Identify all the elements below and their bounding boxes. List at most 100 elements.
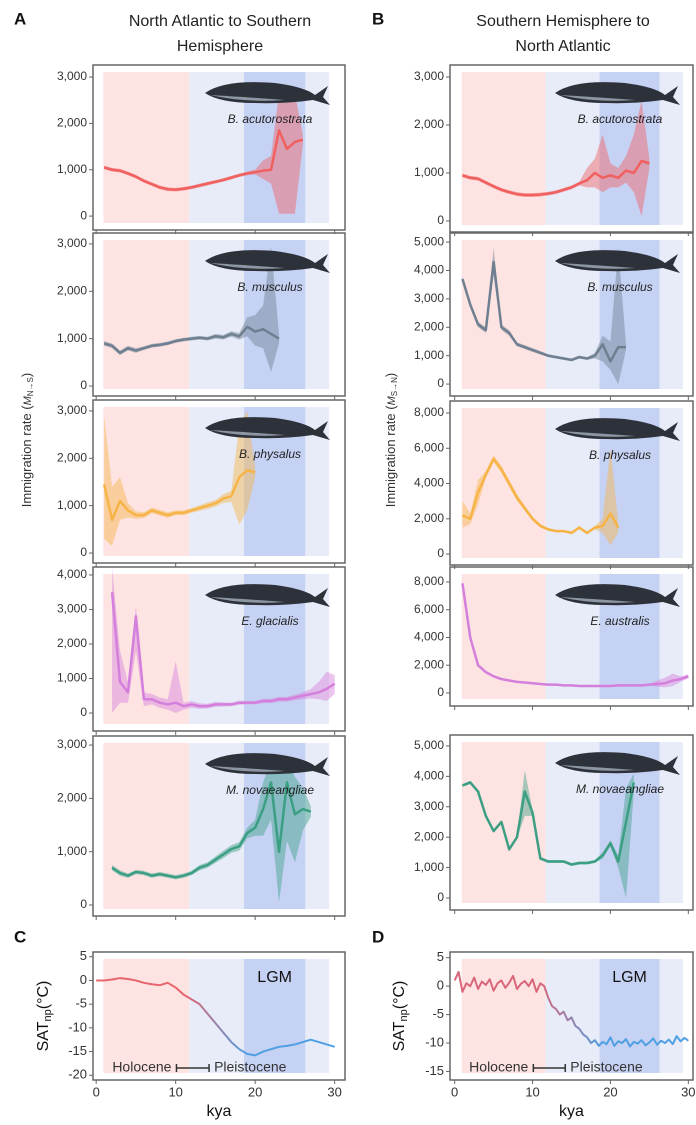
y-tick-label: 4,000 bbox=[414, 476, 444, 490]
y-tick-label: -15 bbox=[68, 1043, 87, 1058]
y-tick-label: 4,000 bbox=[414, 263, 444, 277]
y-tick-label: 1,000 bbox=[57, 331, 87, 345]
confidence-band bbox=[462, 100, 650, 217]
plot-frame bbox=[92, 951, 346, 1081]
y-tick-label: 3,000 bbox=[57, 602, 87, 616]
species-label: B. musculus bbox=[587, 280, 652, 294]
plot-frame bbox=[92, 566, 346, 732]
period-band bbox=[599, 959, 660, 1073]
confidence-band bbox=[104, 410, 256, 546]
y-tick-label: 2,000 bbox=[57, 791, 87, 805]
y-tick-label: 3,000 bbox=[414, 799, 444, 813]
y-tick-label: 2,000 bbox=[414, 319, 444, 333]
species-label: M. novaeangliae bbox=[576, 782, 664, 796]
period-label: Pleistocene bbox=[214, 1059, 287, 1075]
y-tick-label: 5,000 bbox=[414, 234, 444, 248]
plot-frame bbox=[449, 951, 694, 1081]
y-axis-label: SATnp(°C) bbox=[35, 981, 54, 1052]
whale-illustration bbox=[560, 597, 635, 603]
y-tick-label: 2,000 bbox=[57, 283, 87, 297]
period-band bbox=[461, 408, 546, 558]
whale-illustration bbox=[210, 95, 285, 101]
x-tick-label: 30 bbox=[681, 1084, 695, 1099]
y-tick-label: 1,000 bbox=[57, 844, 87, 858]
y-tick-label: 8,000 bbox=[414, 574, 444, 588]
x-tick-label: 20 bbox=[603, 1084, 617, 1099]
x-axis-label: kya bbox=[207, 1103, 232, 1120]
whale-illustration bbox=[560, 95, 635, 101]
y-axis-label-part: N→S bbox=[26, 377, 35, 396]
plot-frame bbox=[92, 399, 346, 564]
plot-frame bbox=[92, 735, 346, 917]
x-tick-label: 10 bbox=[525, 1084, 539, 1099]
panel-label: D bbox=[372, 927, 384, 946]
plot-frame bbox=[449, 566, 694, 707]
period-band bbox=[461, 959, 546, 1073]
y-tick-label: 2,000 bbox=[414, 117, 444, 131]
series-line bbox=[462, 781, 636, 866]
y-tick-label: 0 bbox=[80, 378, 87, 392]
plot-frame bbox=[449, 734, 694, 911]
species-label: M. novaeangliae bbox=[226, 783, 314, 797]
y-tick-label: 5,000 bbox=[414, 738, 444, 752]
y-tick-label: 1,000 bbox=[57, 498, 87, 512]
y-tick-label: 0 bbox=[80, 705, 87, 719]
column-title: North Atlantic to Southern bbox=[129, 13, 311, 30]
y-axis-label-part: S→N bbox=[390, 377, 399, 396]
y-tick-label: 0 bbox=[80, 897, 87, 911]
series-line bbox=[110, 592, 336, 708]
y-axis-label-part: (°C) bbox=[391, 981, 408, 1010]
period-band bbox=[461, 72, 546, 225]
y-tick-label: 6,000 bbox=[414, 440, 444, 454]
whale-illustration bbox=[210, 597, 285, 603]
species-label: E. glacialis bbox=[241, 614, 298, 628]
series-line bbox=[103, 325, 280, 355]
species-label: B. acutorostrata bbox=[228, 112, 313, 126]
y-tick-label: 0 bbox=[80, 972, 87, 987]
annotation: LGM bbox=[257, 969, 292, 986]
y-axis-label: Immigration rate (MS→N) bbox=[383, 373, 399, 508]
species-label: B. physalus bbox=[239, 447, 301, 461]
y-tick-label: 5 bbox=[80, 948, 87, 963]
y-tick-label: 4,000 bbox=[414, 769, 444, 783]
series-line bbox=[103, 129, 304, 191]
species-label: B. musculus bbox=[237, 280, 302, 294]
y-axis-label-part: ) bbox=[19, 373, 34, 377]
y-tick-label: 1,000 bbox=[414, 860, 444, 874]
y-axis-label-part: M bbox=[22, 395, 34, 405]
period-band bbox=[461, 574, 546, 699]
y-axis-label-part: SAT bbox=[391, 1021, 408, 1051]
whale-illustration bbox=[560, 431, 635, 437]
y-axis-label-part: np bbox=[398, 1009, 410, 1021]
species-label: E. australis bbox=[590, 614, 649, 628]
y-tick-label: -10 bbox=[425, 1034, 444, 1049]
period-band bbox=[103, 72, 190, 223]
y-tick-label: 1,000 bbox=[57, 671, 87, 685]
whale-illustration bbox=[560, 263, 635, 269]
y-tick-label: 0 bbox=[437, 213, 444, 227]
y-tick-label: 2,000 bbox=[57, 450, 87, 464]
y-tick-label: 3,000 bbox=[57, 403, 87, 417]
species-label: B. physalus bbox=[589, 448, 651, 462]
y-tick-label: -5 bbox=[432, 1006, 444, 1021]
period-band bbox=[103, 743, 190, 909]
x-tick-label: 0 bbox=[451, 1084, 458, 1099]
y-tick-label: 0 bbox=[80, 545, 87, 559]
panel-label: B bbox=[372, 9, 384, 28]
period-label: Holocene bbox=[112, 1059, 171, 1075]
y-tick-label: -10 bbox=[68, 1019, 87, 1034]
y-tick-label: 3,000 bbox=[57, 236, 87, 250]
y-tick-label: 1,000 bbox=[414, 165, 444, 179]
period-label: Holocene bbox=[469, 1059, 528, 1075]
y-tick-label: 2,000 bbox=[57, 116, 87, 130]
column-title: Southern Hemisphere to bbox=[476, 13, 650, 30]
y-tick-label: -20 bbox=[68, 1067, 87, 1082]
period-band bbox=[103, 240, 190, 389]
y-tick-label: 2,000 bbox=[414, 657, 444, 671]
y-axis-label: SATnp(°C) bbox=[391, 981, 410, 1052]
plot-frame bbox=[92, 64, 346, 231]
period-band bbox=[461, 240, 546, 389]
period-band bbox=[244, 959, 306, 1073]
y-tick-label: 0 bbox=[437, 890, 444, 904]
